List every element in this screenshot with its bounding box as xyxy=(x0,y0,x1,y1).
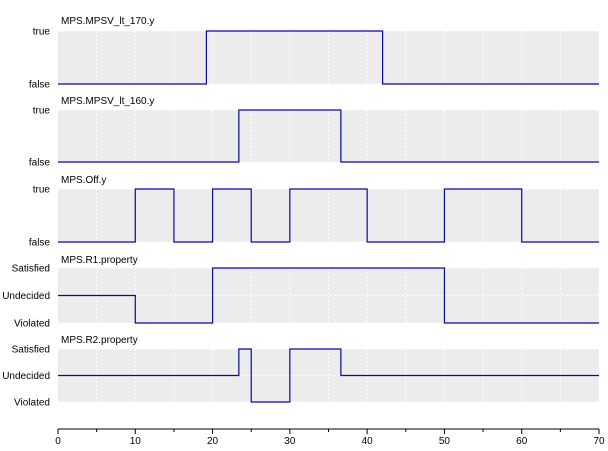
series-line xyxy=(58,30,599,85)
panel-title: MPS.MPSV_lt_160.y xyxy=(61,96,154,107)
y-level-label: Undecided xyxy=(2,371,50,382)
panel-title: MPS.Off.y xyxy=(61,175,106,186)
y-level-label: Violated xyxy=(14,319,50,330)
x-tick-label: 30 xyxy=(284,436,296,447)
series-line xyxy=(58,188,599,243)
series-line xyxy=(58,267,599,324)
y-level-label: false xyxy=(29,238,51,249)
x-tick-label: 20 xyxy=(207,436,219,447)
y-level-label: Undecided xyxy=(2,291,50,302)
x-tick-label: 60 xyxy=(516,436,528,447)
x-tick-label: 10 xyxy=(130,436,142,447)
y-level-label: Violated xyxy=(14,398,50,409)
y-level-label: true xyxy=(33,27,51,38)
series-line xyxy=(58,109,599,163)
y-level-label: false xyxy=(29,158,51,169)
panel-title: MPS.R1.property xyxy=(61,255,138,266)
x-tick-label: 40 xyxy=(362,436,374,447)
x-tick-label: 0 xyxy=(55,436,61,447)
panel-title: MPS.R2.property xyxy=(61,335,138,346)
panel-title: MPS.MPSV_lt_170.y xyxy=(61,16,154,27)
y-level-label: Satisfied xyxy=(12,345,50,356)
y-level-label: true xyxy=(33,106,51,117)
x-tick-label: 50 xyxy=(439,436,451,447)
y-level-label: Satisfied xyxy=(12,264,50,275)
x-tick-label: 70 xyxy=(593,436,605,447)
y-level-label: true xyxy=(33,185,51,196)
y-level-label: false xyxy=(29,80,51,91)
series-line xyxy=(58,348,599,403)
